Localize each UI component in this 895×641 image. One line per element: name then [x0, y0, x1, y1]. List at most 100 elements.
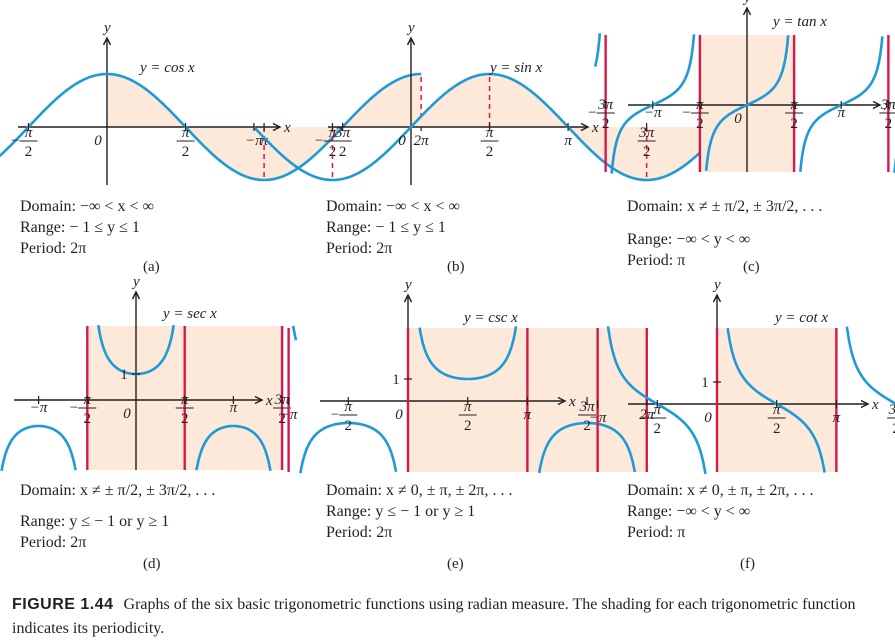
- panel-d-range: Range: y ≤ − 1 or y ≥ 1: [20, 511, 215, 532]
- panel-d-caption: (d): [143, 556, 161, 573]
- panel-b-domain: Domain: −∞ < x < ∞: [326, 196, 460, 217]
- panel-a-tick-label-1-den: 2: [25, 144, 33, 160]
- panel-d-tick-label-4-den: 2: [181, 411, 189, 427]
- panel-e-range: Range: y ≤ − 1 or y ≥ 1: [326, 501, 513, 522]
- panel-f-tick-label-4: π: [833, 410, 841, 426]
- panel-b-tick-label-4: π: [564, 133, 572, 149]
- panel-a-tick-label-1-sign: −: [11, 133, 19, 149]
- panel-b-tick-label-1-den: 2: [329, 144, 337, 160]
- panel-f-caption: (f): [740, 556, 755, 573]
- panel-d-tick-label-2-sign: −: [70, 400, 78, 416]
- panel-c-tick-label-6-den: 2: [885, 116, 893, 132]
- panel-e-tick-label-0: −π: [280, 407, 298, 423]
- panel-a-info: Domain: −∞ < x < ∞ Range: − 1 ≤ y ≤ 1 Pe…: [20, 196, 154, 259]
- panel-e-y-label: y: [403, 277, 412, 293]
- panel-f-period: Period: π: [627, 522, 814, 543]
- panel-b-tick-label-5-num: 3π: [638, 125, 655, 141]
- panel-e-info: Domain: x ≠ 0, ± π, ± 2π, . . . Range: y…: [326, 480, 513, 543]
- panel-c-tick-label-2-sign: −: [682, 105, 690, 121]
- panel-b-x-label: x: [591, 120, 599, 136]
- panel-c-tick-label-2-den: 2: [696, 116, 704, 132]
- panel-c-tick-label-0-den: 2: [602, 116, 610, 132]
- panel-f-y-label: y: [712, 277, 721, 293]
- panel-f-x-label: x: [871, 397, 879, 413]
- panel-d-period: Period: 2π: [20, 532, 215, 553]
- panel-e-tick-label-1-num: π: [345, 399, 353, 415]
- panel-a-tick-label-2: 0: [94, 133, 102, 149]
- panel-e-tick-label-1-den: 2: [345, 418, 353, 434]
- panel-f-y-tick-label-0: 1: [701, 375, 709, 391]
- panel-c-tick-label-2-num: π: [696, 97, 704, 113]
- panel-c-tick-label-4-den: 2: [790, 116, 798, 132]
- panel-e-tick-label-3-num: π: [464, 399, 472, 415]
- panel-e-tick-label-2: 0: [395, 407, 403, 423]
- panel-a-y-label: y: [102, 20, 111, 36]
- panel-c-domain: Domain: x ≠ ± π/2, ± 3π/2, . . .: [627, 196, 822, 217]
- panel-f-tick-label-0: −π: [589, 410, 607, 426]
- panel-c-y-label: y: [742, 0, 751, 6]
- panel-c-equation: y = tan x: [771, 14, 827, 30]
- panel-b-range: Range: − 1 ≤ y ≤ 1: [326, 217, 460, 238]
- panel-d-x-label: x: [265, 393, 273, 409]
- panel-e-tick-label-3-den: 2: [464, 418, 472, 434]
- panel-e-tick-label-1-sign: −: [331, 407, 339, 423]
- panel-a-period: Period: 2π: [20, 238, 154, 259]
- panel-f-domain: Domain: x ≠ 0, ± π, ± 2π, . . .: [627, 480, 814, 501]
- panel-e-caption: (e): [447, 556, 464, 573]
- panel-c-curve-0: [595, 33, 600, 66]
- panel-c-tick-label-1: −π: [644, 105, 662, 121]
- panel-d-curve-4: [293, 326, 296, 340]
- panel-a-caption: (a): [143, 259, 160, 276]
- panel-f-tick-label-3-num: π: [773, 402, 781, 418]
- panel-b-tick-label-3-num: π: [486, 125, 494, 141]
- panel-f-range: Range: −∞ < y < ∞: [627, 501, 814, 522]
- panel-b-y-label: y: [406, 20, 415, 36]
- panel-d-tick-label-1: −π: [30, 400, 48, 416]
- panel-a-range: Range: − 1 ≤ y ≤ 1: [20, 217, 154, 238]
- panel-d-tick-label-2-den: 2: [84, 411, 92, 427]
- panel-e-y-tick-label-0: 1: [392, 372, 400, 388]
- figure-caption-text: Graphs of the six basic trigonometric fu…: [12, 596, 855, 637]
- panel-f-equation: y = cot x: [773, 310, 828, 326]
- panel-c-tick-label-3: 0: [734, 111, 742, 127]
- panel-a-tick-label-3-den: 2: [182, 144, 190, 160]
- panel-a-equation: y = cos x: [138, 60, 195, 76]
- panel-e-x-label: x: [568, 394, 576, 410]
- panel-f-tick-label-3-den: 2: [773, 421, 781, 437]
- panel-c-info: Domain: x ≠ ± π/2, ± 3π/2, . . . Range: …: [627, 196, 822, 271]
- panel-a-domain: Domain: −∞ < x < ∞: [20, 196, 154, 217]
- panel-b-period: Period: 2π: [326, 238, 460, 259]
- panel-b-tick-label-2: 0: [398, 133, 406, 149]
- panel-c-caption: (c): [743, 259, 760, 276]
- panel-f-tick-label-1-den: 2: [654, 421, 662, 437]
- panel-e-period: Period: 2π: [326, 522, 513, 543]
- panel-a-x-label: x: [283, 120, 291, 136]
- panel-c-tick-label-4-num: π: [790, 97, 798, 113]
- panel-f-info: Domain: x ≠ 0, ± π, ± 2π, . . . Range: −…: [627, 480, 814, 543]
- panel-a-tick-label-6: 2π: [414, 133, 430, 149]
- panel-d-y-tick-label-0: 1: [120, 367, 128, 383]
- panel-d-info: Domain: x ≠ ± π/2, ± 3π/2, . . . Range: …: [20, 480, 215, 553]
- panel-e-tick-label-4: π: [524, 407, 532, 423]
- panel-b-tick-label-1-sign: −: [315, 133, 323, 149]
- panel-d-y-label: y: [131, 274, 140, 290]
- panel-c-tick-label-0-num: 3π: [597, 97, 614, 113]
- panel-f-curve-2: [847, 327, 895, 472]
- panel-b-info: Domain: −∞ < x < ∞ Range: − 1 ≤ y ≤ 1 Pe…: [326, 196, 460, 259]
- panel-f-tick-label-2: 0: [704, 410, 712, 426]
- panel-d-domain: Domain: x ≠ ± π/2, ± 3π/2, . . .: [20, 480, 215, 501]
- panel-b-tick-label-1-num: π: [329, 125, 337, 141]
- panel-c-tick-label-6-num: 3π: [880, 97, 895, 113]
- panel-b-tick-label-5-den: 2: [643, 144, 651, 160]
- panel-f-tick-label-1-num: π: [654, 402, 662, 418]
- panel-a-tick-label-3-num: π: [182, 125, 190, 141]
- panel-b-tick-label-3-den: 2: [486, 144, 494, 160]
- panel-f-tick-label-1-sign: −: [640, 410, 648, 426]
- panel-c-range: Range: −∞ < y < ∞: [627, 229, 822, 250]
- panel-d-curve-1: [2, 426, 76, 471]
- panel-d-tick-label-5: π: [230, 400, 238, 416]
- panel-c-tick-label-5: π: [837, 105, 845, 121]
- panel-a-tick-label-1-num: π: [25, 125, 33, 141]
